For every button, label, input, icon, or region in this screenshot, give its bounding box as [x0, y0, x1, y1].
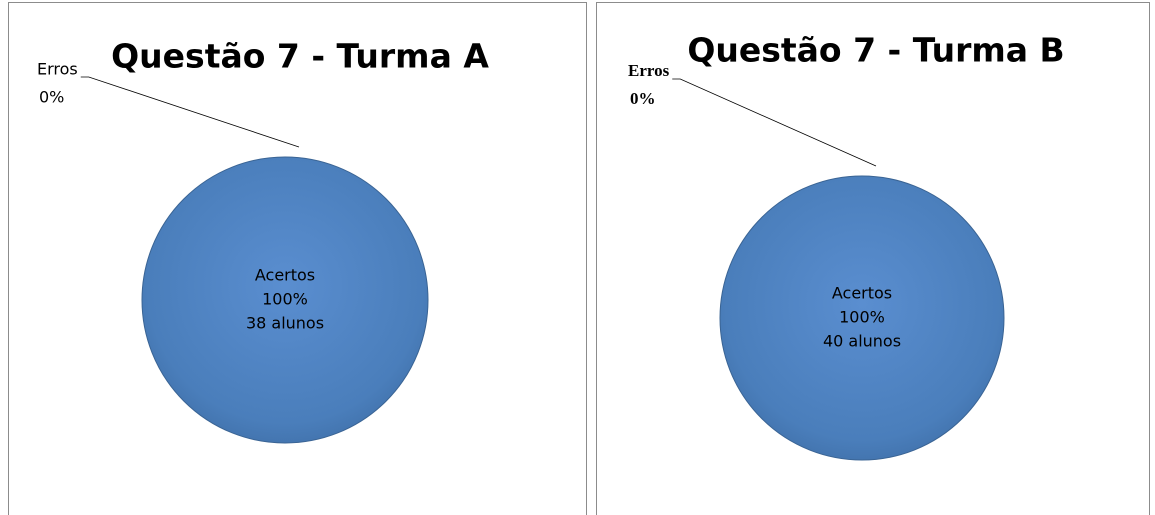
- pie-slice: [719, 175, 1005, 461]
- leader-line: [80, 76, 300, 148]
- pie-slice: [141, 156, 429, 444]
- data-label: 0%: [39, 88, 64, 107]
- chart-title: Questão 7 - Turma B: [687, 31, 1064, 70]
- data-label: 40 alunos: [823, 332, 901, 351]
- data-label: Acertos: [832, 284, 892, 303]
- data-label: Acertos: [255, 266, 315, 285]
- data-label: 100%: [262, 290, 308, 309]
- data-label: 38 alunos: [246, 314, 324, 333]
- data-label: Erros: [37, 60, 78, 79]
- data-label: 100%: [839, 308, 885, 327]
- data-label: 0%: [630, 89, 656, 108]
- chart-title: Questão 7 - Turma A: [111, 37, 489, 76]
- leader-line: [672, 78, 877, 167]
- data-label: Erros: [628, 61, 670, 80]
